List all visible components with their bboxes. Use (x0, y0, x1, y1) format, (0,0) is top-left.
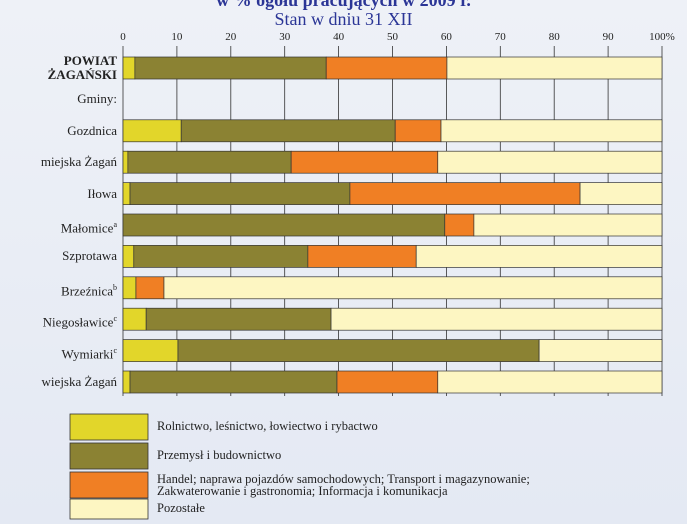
category-label: Małomicea (60, 220, 117, 236)
footnote-mark: c (113, 345, 117, 355)
bar-segment (134, 56, 327, 80)
bar-segment (473, 213, 663, 237)
bar-segment (290, 150, 439, 174)
bar-segment (129, 370, 338, 394)
bar-segment (135, 276, 165, 300)
bar-segment (440, 119, 663, 143)
bar-segment (122, 213, 446, 237)
x-tick-label: 0 (120, 31, 126, 43)
chart-title: w % ogółu pracujących w 2009 r. (216, 0, 471, 10)
bar-segment (122, 370, 131, 394)
bar-segment (122, 245, 135, 268)
bar-segment (446, 56, 663, 80)
category-label: Gminy: (77, 91, 117, 107)
bar-segment (133, 245, 309, 268)
category-label: Niegosławicec (42, 314, 117, 330)
x-tick-label: 90 (603, 31, 615, 43)
bar-segment (122, 182, 131, 205)
bar-segment (122, 276, 137, 300)
bar-segment (127, 150, 292, 174)
bar-segment (180, 119, 396, 143)
x-tick-label: 20 (225, 31, 237, 43)
footnote-mark: c (113, 314, 117, 324)
footnote-mark: a (113, 220, 117, 229)
legend-swatch (69, 498, 149, 520)
x-tick-label: 60 (441, 31, 453, 43)
legend-swatch (69, 442, 149, 470)
bar-segment (437, 150, 663, 174)
bar-segment (129, 182, 351, 205)
legend-label: Handel; naprawa pojazdów samochodowych; … (157, 472, 530, 498)
footnote-mark: b (113, 282, 117, 292)
x-tick-label: 40 (333, 31, 345, 43)
x-tick-label: 30 (279, 31, 291, 43)
category-label: Iłowa (87, 185, 117, 201)
x-tick-label: 70 (495, 31, 507, 43)
bar-segment (177, 339, 540, 362)
legend-label: Rolnictwo, leśnictwo, łowiectwo i rybact… (157, 419, 378, 433)
bar-segment (122, 150, 129, 174)
x-tick-label: 10 (171, 31, 183, 43)
category-label: wiejska Żagań (41, 374, 117, 389)
bar-segment (325, 56, 448, 80)
category-label: Gozdnica (67, 122, 117, 138)
legend-label: Pozostałe (157, 501, 205, 515)
legend-label: Przemysł i budownictwo (157, 448, 282, 462)
bar-segment (330, 307, 663, 331)
bar-segment (394, 119, 442, 143)
bar-segment (122, 56, 136, 80)
bar-segment (349, 182, 581, 205)
bar-segment (444, 213, 475, 237)
bar-segment (145, 307, 332, 331)
category-label: miejska Żagań (40, 154, 117, 170)
bar-segment (163, 276, 663, 300)
bar-segment (307, 245, 417, 268)
bar-segment (122, 339, 179, 362)
chart-subtitle: Stan w dniu 31 XII (274, 9, 413, 29)
legend-swatch (69, 413, 149, 441)
x-tick-label: 100% (649, 31, 675, 43)
bar-segment (336, 370, 439, 394)
bar-segment (538, 339, 663, 362)
bar-segment (122, 307, 147, 331)
category-label: Szprotawa (62, 248, 117, 264)
category-label: Brzeźnicab (61, 282, 117, 299)
category-label: Wymiarkic (61, 345, 118, 361)
bar-segment (579, 182, 663, 205)
bar-segment (437, 370, 663, 394)
category-label: POWIAT ŻAGAŃSKI (47, 53, 117, 82)
x-tick-label: 50 (387, 31, 399, 43)
bar-segment (122, 119, 182, 143)
x-tick-label: 80 (549, 31, 561, 43)
bar-segment (415, 245, 663, 268)
legend-swatch (69, 471, 149, 499)
